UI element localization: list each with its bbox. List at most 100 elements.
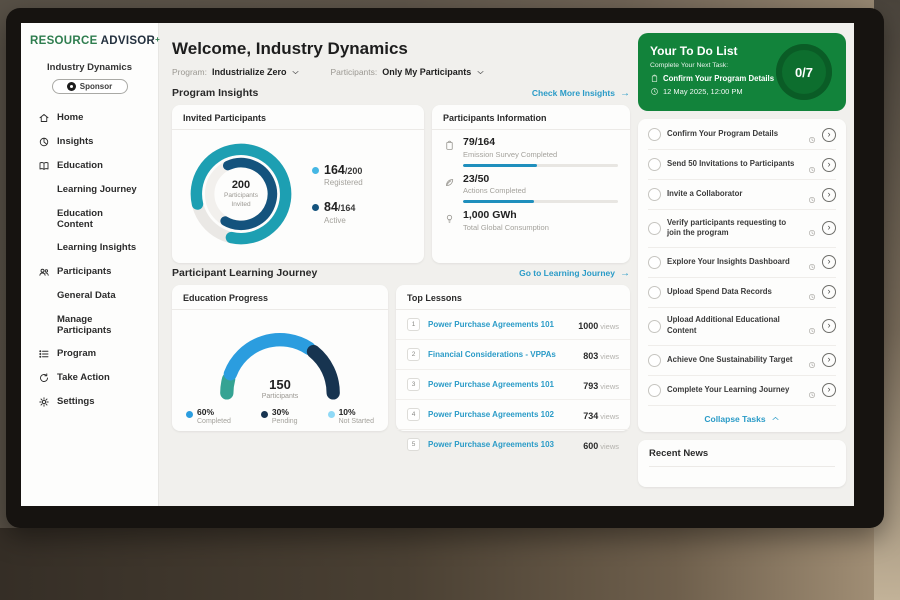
legend-value: 10%	[338, 407, 356, 417]
filters-row: Program: Industrialize Zero Participants…	[172, 67, 630, 77]
sidebar-item[interactable]: Learning Journey	[30, 178, 149, 201]
sidebar: RESOURCE ADVISOR+ Industry Dynamics Spon…	[21, 23, 161, 506]
insights-cards-row: Invited Participants 200 Participants In…	[172, 105, 630, 263]
lesson-rank: 1	[407, 318, 420, 331]
donut-legend: 164/200 Registered 84/164 Active	[312, 163, 363, 225]
lesson-link[interactable]: Power Purchase Agreements 103	[428, 440, 554, 449]
gauge-legend: 60% Completed 30% Pending	[172, 404, 388, 425]
progress-bar-fill	[463, 200, 535, 204]
sidebar-item-label: Settings	[57, 396, 95, 407]
sidebar-item[interactable]: Home	[30, 106, 149, 129]
chevron-right-icon[interactable]: ›	[822, 255, 836, 270]
arrow-right-icon: →	[620, 87, 630, 99]
education-progress-card: Education Progress 150 Participants	[172, 285, 388, 431]
stat-value: 23/50	[463, 172, 490, 185]
sidebar-item[interactable]: Settings	[30, 390, 149, 413]
task-checkbox[interactable]	[648, 128, 661, 141]
filter-dropdown[interactable]: Program: Industrialize Zero	[172, 67, 300, 77]
arrow-right-icon: →	[620, 267, 630, 279]
stats-list: 79/164 Emission Survey Completed	[432, 130, 630, 232]
task-row[interactable]: Send 50 Invitations to Participants ›	[648, 150, 836, 180]
task-row[interactable]: Achieve One Sustainability Target ›	[648, 346, 836, 376]
lesson-row: 5 Power Purchase Agreements 103 600 views	[396, 430, 630, 459]
lesson-link[interactable]: Financial Considerations - VPPAs	[428, 350, 556, 359]
participants-icon	[38, 266, 50, 278]
sidebar-item[interactable]: Insights	[30, 130, 149, 153]
filter-label: Participants:	[330, 67, 378, 77]
card-title: Participants Information	[432, 105, 630, 130]
program-insights-header: Program Insights Check More Insights →	[172, 87, 630, 99]
task-row[interactable]: Upload Additional Educational Content ›	[648, 308, 836, 346]
sidebar-item[interactable]: Program	[30, 342, 149, 365]
survey-icon	[444, 140, 455, 151]
clock-icon	[808, 161, 816, 173]
sidebar-item-label: Learning Insights	[57, 242, 137, 253]
lesson-views: 600	[583, 440, 599, 451]
lesson-link[interactable]: Power Purchase Agreements 101	[428, 380, 554, 389]
home-icon	[38, 112, 50, 124]
task-checkbox[interactable]	[648, 383, 661, 397]
legend-label: Not Started	[338, 418, 374, 426]
filter-dropdown[interactable]: Participants: Only My Participants	[330, 67, 485, 77]
task-checkbox[interactable]	[648, 285, 661, 299]
clock-icon	[808, 258, 816, 271]
sidebar-item-label: Education Content	[57, 207, 103, 230]
task-checkbox[interactable]	[648, 188, 661, 201]
sidebar-item[interactable]: Participants	[30, 260, 149, 283]
clipboard-icon	[650, 74, 659, 83]
sidebar-item[interactable]: Take Action	[30, 366, 149, 389]
progress-bar	[463, 163, 618, 167]
lesson-views: 803	[583, 350, 599, 361]
legend-label: Pending	[271, 418, 298, 426]
legend-value: 30%	[271, 407, 289, 417]
lesson-link[interactable]: Power Purchase Agreements 101	[428, 320, 554, 329]
section-title: Program Insights	[172, 87, 259, 99]
lesson-row: 2 Financial Considerations - VPPAs 803 vi…	[396, 340, 630, 370]
chevron-right-icon[interactable]: ›	[822, 353, 836, 368]
brand-plus: +	[155, 35, 161, 44]
collapse-tasks-link[interactable]: Collapse Tasks	[648, 406, 836, 428]
task-row[interactable]: Verify participants requesting to join t…	[648, 210, 836, 248]
sidebar-item[interactable]: Learning Insights	[30, 236, 149, 259]
chevron-right-icon[interactable]: ›	[822, 319, 836, 334]
task-checkbox[interactable]	[648, 353, 661, 367]
task-label: Complete Your Learning Journey	[667, 384, 790, 394]
sponsor-label: Sponsor	[79, 82, 113, 91]
sidebar-item[interactable]: Education Content	[30, 202, 149, 235]
task-row[interactable]: Explore Your Insights Dashboard ›	[648, 248, 836, 278]
go-to-learning-journey-link[interactable]: Go to Learning Journey →	[519, 267, 630, 279]
task-checkbox[interactable]	[648, 221, 661, 235]
main-content: Welcome, Industry Dynamics Program: Indu…	[159, 23, 638, 506]
lesson-link[interactable]: Power Purchase Agreements 102	[428, 410, 554, 419]
task-checkbox[interactable]	[648, 319, 661, 333]
filter-label: Program:	[172, 67, 207, 77]
page-title: Welcome, Industry Dynamics	[172, 39, 408, 58]
stat-row: 23/50 Actions Completed	[432, 167, 630, 204]
task-row[interactable]: Complete Your Learning Journey ›	[648, 376, 836, 406]
legend-dot	[312, 166, 319, 174]
chevron-right-icon[interactable]: ›	[822, 187, 836, 202]
task-row[interactable]: Upload Spend Data Records ›	[648, 278, 836, 308]
chevron-right-icon[interactable]: ›	[822, 221, 836, 236]
task-row[interactable]: Confirm Your Program Details ›	[648, 120, 836, 150]
education-progress-gauge: 150 Participants	[207, 322, 353, 400]
chevron-right-icon[interactable]: ›	[822, 383, 836, 398]
check-more-insights-link[interactable]: Check More Insights →	[531, 87, 630, 99]
sidebar-item-label: Manage Participants	[57, 313, 112, 336]
clock-icon	[808, 322, 816, 335]
sponsor-badge[interactable]: Sponsor	[51, 79, 128, 94]
clock-icon	[808, 288, 816, 301]
task-row[interactable]: Invite a Collaborator ›	[648, 180, 836, 210]
task-checkbox[interactable]	[648, 158, 661, 171]
sidebar-item[interactable]: Manage Participants	[30, 308, 149, 341]
sidebar-item[interactable]: General Data	[30, 284, 149, 307]
sidebar-item[interactable]: Education	[30, 154, 149, 177]
todo-subtitle: Complete Your Next Task:	[650, 62, 729, 69]
chevron-right-icon[interactable]: ›	[822, 157, 836, 172]
chevron-right-icon[interactable]: ›	[822, 285, 836, 300]
chevron-right-icon[interactable]: ›	[822, 127, 836, 142]
todo-due-date: 12 May 2025, 12:00 PM	[663, 87, 743, 96]
task-checkbox[interactable]	[648, 255, 661, 269]
clock-icon	[808, 386, 816, 399]
